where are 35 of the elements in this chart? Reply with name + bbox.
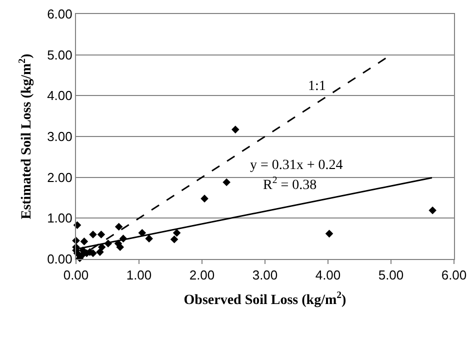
x-tick-label: 5.00 [378,268,404,283]
point [89,230,97,238]
x-tick-label: 1.00 [126,268,152,283]
point [138,228,146,237]
point [222,178,230,186]
point [325,230,334,238]
point [80,238,88,246]
point [231,126,240,134]
point [172,228,181,237]
point [116,243,124,252]
point [145,234,153,242]
annotation: y = 0.31x + 0.24 [250,158,343,173]
y-tick-label: 6.00 [47,6,72,22]
x-tick-label: 4.00 [315,268,341,283]
point [428,206,436,214]
x-tick-label: 0.00 [63,268,89,283]
y-tick-label: 0.00 [47,252,72,267]
point [170,236,178,244]
y-tick-label: 2.00 [47,170,72,185]
point [97,230,106,238]
x-tick-label: 2.00 [189,268,215,283]
annotation: 1:1 [308,79,326,94]
x-axis-title: Observed Soil Loss (kg/m$^{2}$) [184,290,347,308]
y-tick-label: 5.00 [47,47,72,62]
x-tick-label: 6.00 [441,268,467,283]
y-tick-label: 4.00 [47,88,72,104]
point [96,248,104,256]
point [73,221,82,230]
point [200,194,208,202]
y-tick-label: 1.00 [47,210,72,226]
x-tick-label: 3.00 [252,268,278,283]
y-tick-label: 3.00 [47,129,72,144]
point [114,222,123,231]
point [98,243,106,252]
annotation: R$^{2}$ = 0.38 [263,175,317,193]
